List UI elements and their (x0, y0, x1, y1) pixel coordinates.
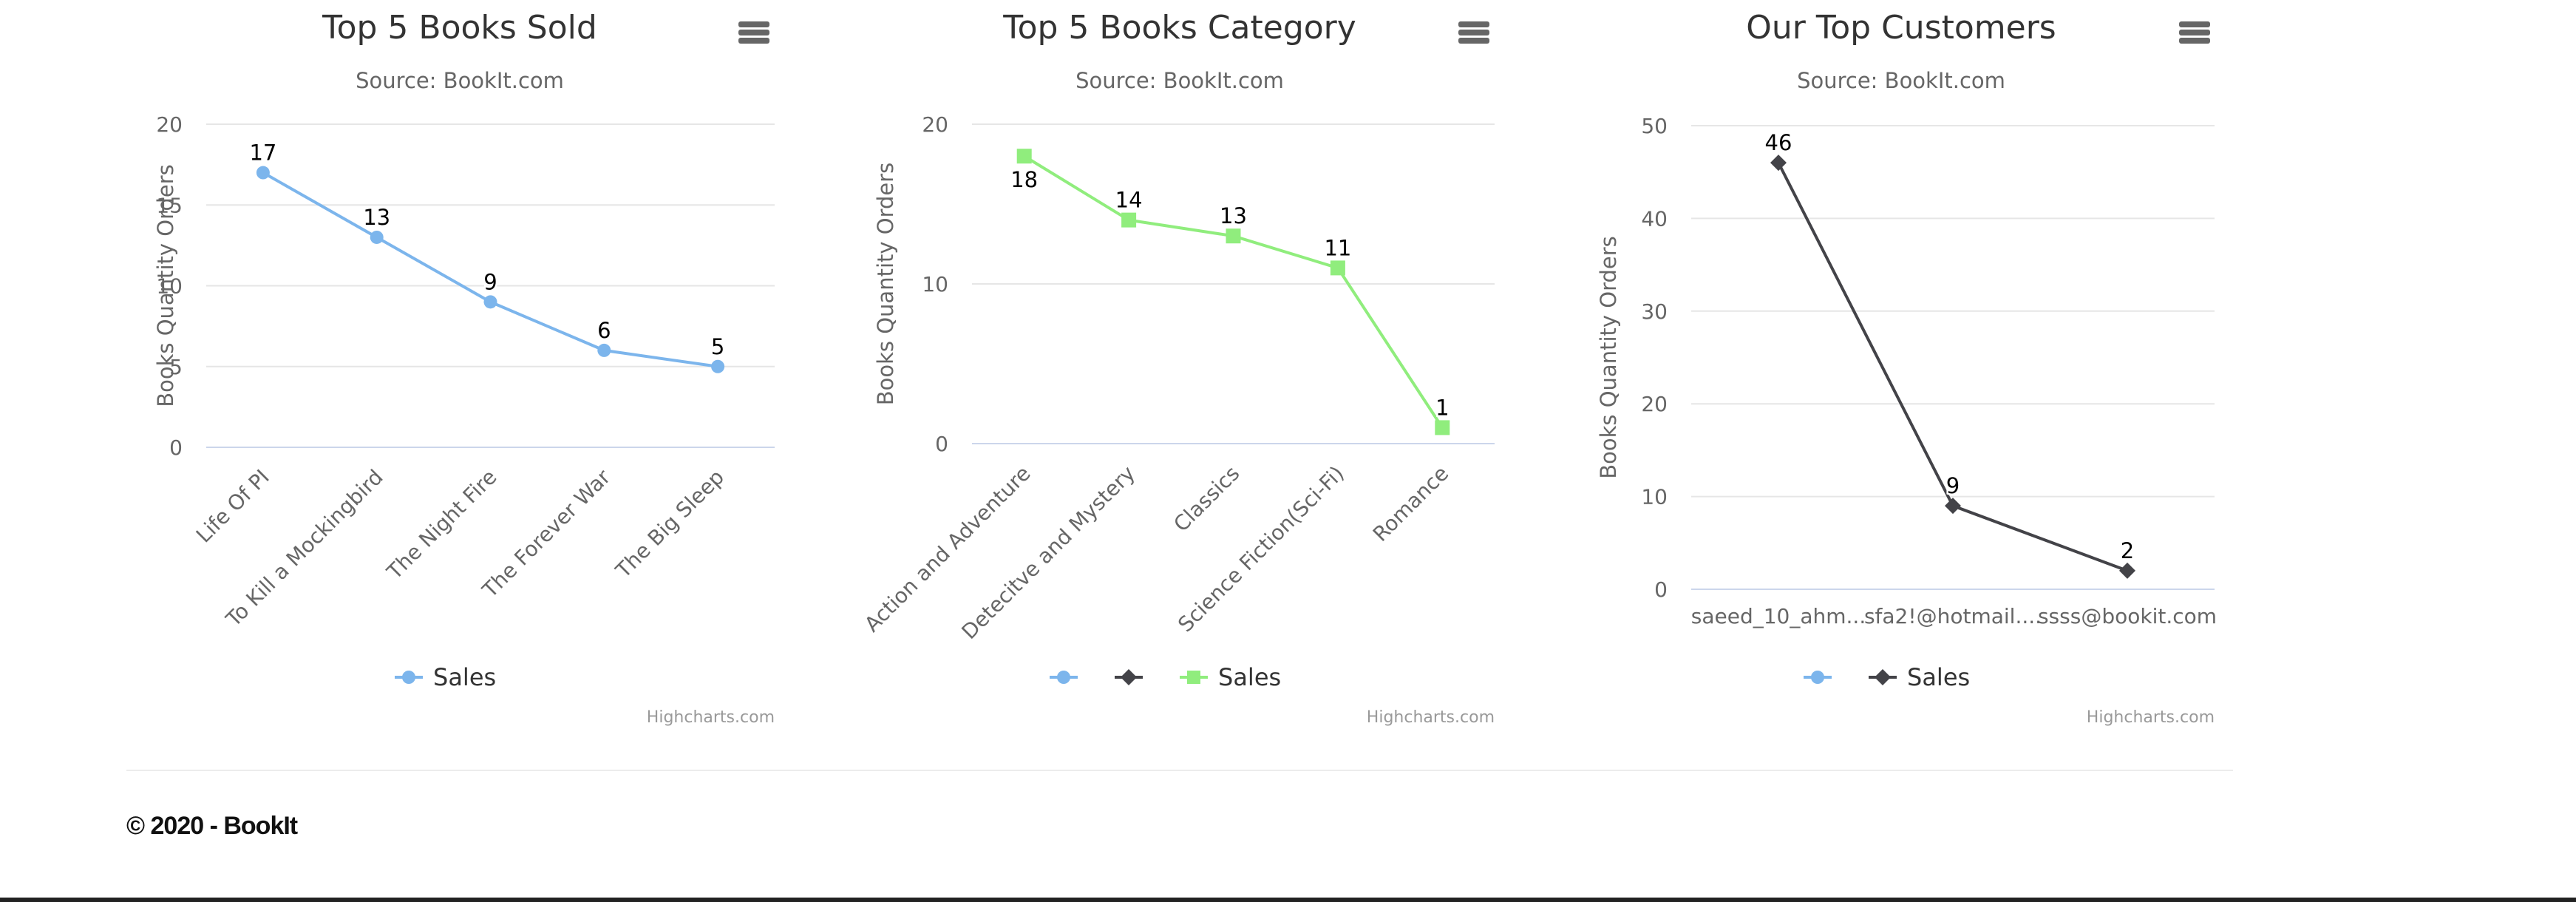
menu-line (1458, 30, 1489, 35)
legend-marker (1121, 669, 1137, 685)
chart-subtitle: Source: BookIt.com (1797, 68, 2005, 93)
data-point (370, 230, 384, 244)
data-point (1226, 228, 1241, 244)
chart-menu-icon[interactable] (1458, 21, 1489, 44)
footer-copyright: © 2020 - BookIt (126, 812, 298, 840)
data-label: 1 (1435, 395, 1449, 420)
y-tick-label: 15 (156, 193, 183, 217)
y-tick-label: 30 (1641, 299, 1668, 324)
legend-item[interactable] (1804, 671, 1832, 684)
chart-1: Top 5 Books Sold Source: BookIt.com 0 5 10 15… (153, 9, 775, 727)
menu-line (2179, 21, 2210, 27)
y-tick-label: 10 (156, 274, 183, 299)
menu-line (738, 38, 769, 44)
y-axis-title: Books Quantity Orders (873, 163, 898, 406)
credits-link[interactable]: Highcharts.com (2087, 708, 2215, 727)
data-point (2119, 562, 2135, 579)
legend-item-sales[interactable]: Sales (1180, 663, 1281, 691)
chart-title: Top 5 Books Sold (322, 9, 597, 47)
y-tick-label: 20 (922, 112, 948, 137)
data-point (1770, 155, 1787, 172)
data-point (483, 295, 497, 309)
chart-menu-icon[interactable] (2179, 21, 2210, 44)
chart-title: Our Top Customers (1746, 9, 2056, 47)
credits-link[interactable]: Highcharts.com (1367, 708, 1495, 727)
x-tick-label: Classics (1169, 461, 1244, 537)
y-tick-label: 0 (935, 432, 948, 456)
menu-line (2179, 30, 2210, 35)
x-tick-label: Action and Adventure (860, 461, 1036, 637)
data-point (711, 359, 725, 373)
y-tick-label: 0 (1654, 577, 1668, 602)
y-tick-label: 5 (169, 355, 183, 379)
y-axis-title: Books Quantity Orders (153, 164, 178, 407)
data-label: 2 (2121, 538, 2134, 563)
menu-line (1458, 38, 1489, 44)
data-point (256, 166, 270, 180)
menu-line (1458, 21, 1489, 27)
legend-marker (1057, 671, 1070, 684)
legend-marker (402, 671, 415, 684)
y-tick-label: 50 (1641, 114, 1668, 138)
data-label: 9 (483, 269, 497, 294)
legend-item-sales[interactable]: Sales (1869, 663, 1970, 691)
data-label: 5 (711, 334, 724, 359)
data-point (1435, 420, 1450, 435)
data-point (597, 343, 611, 357)
credits-link[interactable]: Highcharts.com (647, 708, 775, 727)
legend-item[interactable] (1115, 669, 1143, 685)
footer-divider (126, 770, 2233, 771)
x-tick-label: Life Of PI (191, 465, 274, 548)
data-label: 6 (597, 318, 611, 343)
data-point (1330, 260, 1345, 276)
bottom-border (0, 898, 2576, 902)
y-tick-label: 0 (169, 435, 183, 460)
legend-marker (1811, 671, 1824, 684)
y-tick-label: 20 (156, 112, 183, 137)
x-tick-label: sfa2!@hotmail.... (1864, 604, 2042, 628)
data-label: 18 (1010, 167, 1038, 192)
x-tick-label: Romance (1368, 461, 1453, 546)
menu-line (738, 21, 769, 27)
chart-subtitle: Source: BookIt.com (356, 68, 564, 93)
legend-marker (1875, 669, 1891, 685)
data-label: 46 (1765, 130, 1792, 155)
x-tick-label: Detecitve and Mystery (957, 461, 1141, 645)
legend-marker (1187, 671, 1200, 684)
data-label: 9 (1946, 473, 1960, 498)
data-point (1016, 149, 1032, 164)
menu-line (2179, 38, 2210, 44)
y-tick-label: 20 (1641, 392, 1668, 416)
chart-subtitle: Source: BookIt.com (1075, 68, 1284, 93)
x-tick-label: The Night Fire (381, 465, 501, 585)
y-axis-title: Books Quantity Orders (1596, 236, 1621, 479)
data-label: 14 (1115, 188, 1143, 213)
data-label: 11 (1324, 235, 1351, 260)
data-label: 13 (363, 205, 390, 230)
legend-item-sales[interactable]: Sales (395, 663, 496, 691)
chart-2: Top 5 Books Category Source: BookIt.com 0 1… (860, 9, 1495, 727)
y-tick-label: 10 (1641, 485, 1668, 509)
data-label: 13 (1220, 203, 1247, 228)
y-tick-label: 10 (922, 272, 948, 296)
legend-label: Sales (433, 663, 496, 691)
y-tick-label: 40 (1641, 206, 1668, 231)
data-label: 17 (249, 140, 276, 166)
series-line-sales (1022, 155, 1444, 430)
data-point (1945, 498, 1961, 515)
x-tick-label: The Big Sleep (611, 465, 729, 583)
legend-item[interactable] (1050, 671, 1078, 684)
x-tick-label: ssss@bookit.com (2038, 604, 2217, 628)
chart-menu-icon[interactable] (738, 21, 769, 44)
legend-label: Sales (1218, 663, 1281, 691)
legend-label: Sales (1907, 663, 1970, 691)
data-point (1121, 212, 1137, 228)
menu-line (738, 30, 769, 35)
x-tick-label: Science Fiction(Sci-Fi) (1173, 461, 1349, 637)
x-tick-label: saeed_10_ahm... (1691, 604, 1866, 628)
chart-3: Our Top Customers Source: BookIt.com 0 10 20… (1596, 9, 2217, 727)
chart-title: Top 5 Books Category (1002, 9, 1356, 47)
